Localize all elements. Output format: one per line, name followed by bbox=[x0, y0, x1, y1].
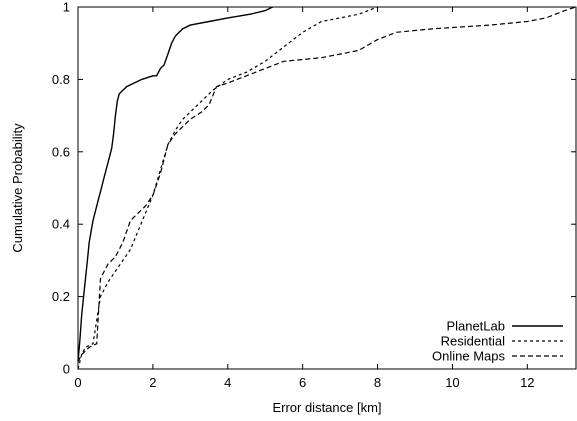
y-axis-tick-labels: 0 0.2 0.4 0.6 0.8 1 bbox=[52, 0, 70, 377]
y-tick-label: 0.8 bbox=[52, 72, 70, 87]
plot-frame bbox=[77, 6, 577, 370]
y-axis-label: Cumulative Probability bbox=[10, 123, 25, 253]
legend-label: Online Maps bbox=[432, 349, 505, 364]
legend-label: Residential bbox=[441, 334, 505, 349]
x-axis-ticks bbox=[77, 7, 528, 369]
series-line-planetlab bbox=[77, 6, 274, 362]
legend-label: PlanetLab bbox=[446, 319, 505, 334]
y-tick-label: 1 bbox=[63, 0, 70, 15]
x-tick-label: 12 bbox=[520, 375, 534, 390]
y-tick-label: 0.6 bbox=[52, 144, 70, 159]
y-tick-label: 0.4 bbox=[52, 217, 70, 232]
series-layer bbox=[77, 6, 577, 370]
x-tick-label: 10 bbox=[445, 375, 459, 390]
y-tick-label: 0.2 bbox=[52, 289, 70, 304]
x-tick-label: 0 bbox=[74, 375, 81, 390]
x-tick-label: 2 bbox=[149, 375, 156, 390]
x-axis-label: Error distance [km] bbox=[272, 400, 381, 415]
x-tick-label: 8 bbox=[374, 375, 381, 390]
y-axis-ticks bbox=[78, 6, 576, 370]
y-tick-label: 0 bbox=[63, 362, 70, 377]
series-line-residential bbox=[77, 6, 378, 370]
x-axis-tick-labels: 0 2 4 6 8 10 12 bbox=[74, 375, 534, 390]
series-line-online-maps bbox=[77, 6, 577, 363]
x-tick-label: 6 bbox=[299, 375, 306, 390]
x-tick-label: 4 bbox=[224, 375, 231, 390]
